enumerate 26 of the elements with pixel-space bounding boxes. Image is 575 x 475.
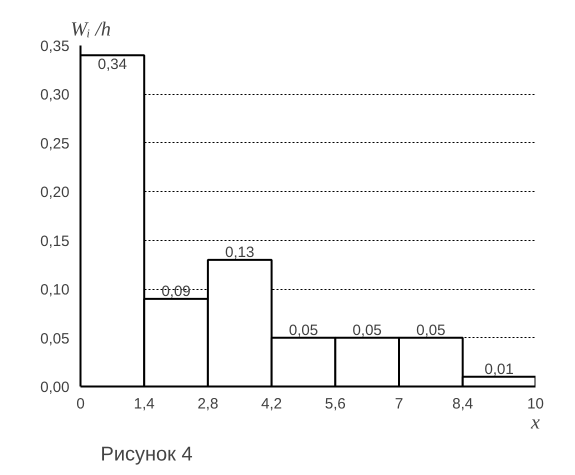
data-label: 0,05 (352, 322, 382, 339)
x-tick-label: 2,8 (197, 396, 218, 412)
y-tick-label: 0,00 (40, 379, 70, 396)
data-label: 0,13 (225, 244, 254, 261)
x-tick-label: 10 (527, 396, 544, 412)
data-label: 0,01 (484, 360, 514, 378)
data-label: 0,05 (416, 322, 446, 339)
y-axis-title: Wᵢ /h (70, 18, 111, 40)
data-label: 0,05 (288, 322, 318, 339)
x-tick-label: 8,4 (452, 396, 474, 412)
y-tick-label: 0,25 (40, 135, 70, 152)
x-tick-label: 4,2 (261, 396, 282, 412)
data-label: 0,09 (161, 282, 191, 300)
y-tick-label: 0,10 (40, 282, 70, 299)
data-label: 0,34 (98, 56, 127, 74)
text: Рисунок 4 (100, 444, 193, 466)
y-tick-label: 0,15 (40, 232, 70, 250)
y-tick-label: 0,20 (40, 184, 70, 202)
x-tick-label: 1,4 (134, 396, 155, 412)
y-tick-label: 0,05 (40, 330, 70, 348)
x-tick-label: 5,6 (324, 396, 346, 412)
x-axis-title: x (530, 412, 540, 434)
x-tick-label: 0 (76, 396, 85, 412)
y-tick-label: 0,35 (40, 38, 70, 55)
x-tick-label: 7 (394, 396, 404, 412)
y-tick-label: 0,30 (40, 86, 70, 104)
